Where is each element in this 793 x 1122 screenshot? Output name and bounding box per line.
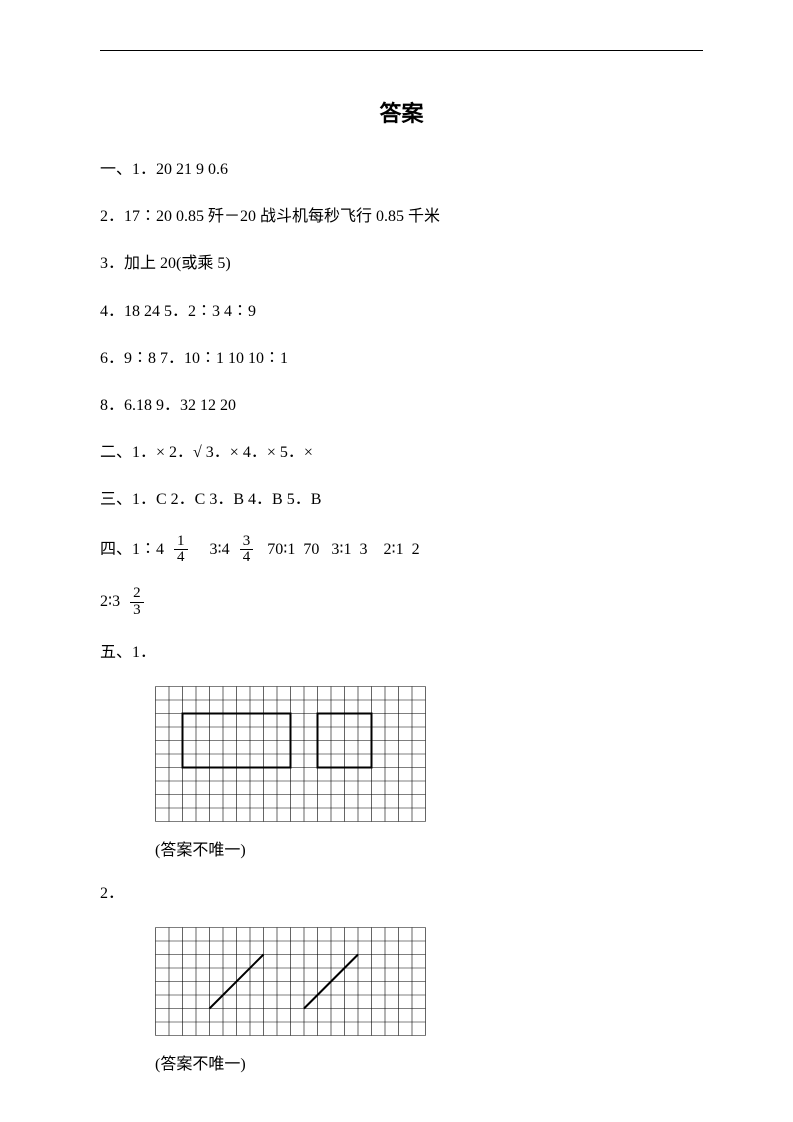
text-segment: 3∶4	[190, 537, 238, 563]
answer-line-1: 一、1．20 21 9 0.6	[100, 156, 703, 183]
grid-figure-2	[155, 927, 703, 1036]
denominator: 3	[130, 603, 144, 619]
denominator: 4	[240, 550, 254, 566]
numerator: 2	[130, 586, 144, 603]
grid-svg-2	[155, 927, 426, 1036]
text-segment: 70∶1 70 3∶1 3 2∶1 2	[255, 537, 420, 563]
fraction-2-3: 2 3	[130, 586, 144, 619]
header-rule	[100, 50, 703, 51]
answer-line-12: 2．	[100, 880, 703, 907]
text-segment: 四、1∶4	[100, 537, 172, 563]
denominator: 4	[174, 550, 188, 566]
numerator: 3	[240, 534, 254, 551]
fraction-3-4: 3 4	[240, 534, 254, 567]
note-1: (答案不唯一)	[155, 836, 703, 860]
answer-line-10: 2∶3 2 3	[100, 586, 703, 619]
fraction-1-4: 1 4	[174, 534, 188, 567]
answer-line-3: 3．加上 20(或乘 5)	[100, 250, 703, 277]
answer-line-7: 二、1．× 2．√ 3．× 4．× 5．×	[100, 439, 703, 466]
answer-line-11: 五、1．	[100, 639, 703, 666]
answer-line-5: 6．9∶8 7．10∶1 10 10∶1	[100, 345, 703, 372]
page-title: 答案	[100, 96, 703, 128]
answer-line-8: 三、1．C 2．C 3．B 4．B 5．B	[100, 486, 703, 513]
note-2: (答案不唯一)	[155, 1050, 703, 1074]
text-segment: 2∶3	[100, 589, 128, 615]
answer-line-2: 2．17∶20 0.85 歼－20 战斗机每秒飞行 0.85 千米	[100, 203, 703, 230]
answer-line-4: 4．18 24 5．2∶3 4∶9	[100, 298, 703, 325]
numerator: 1	[174, 534, 188, 551]
answer-line-6: 8．6.18 9．32 12 20	[100, 392, 703, 419]
grid-figure-1	[155, 686, 703, 822]
grid-svg-1	[155, 686, 426, 822]
answer-line-9: 四、1∶4 1 4 3∶4 3 4 70∶1 70 3∶1 3 2∶1 2	[100, 534, 703, 567]
